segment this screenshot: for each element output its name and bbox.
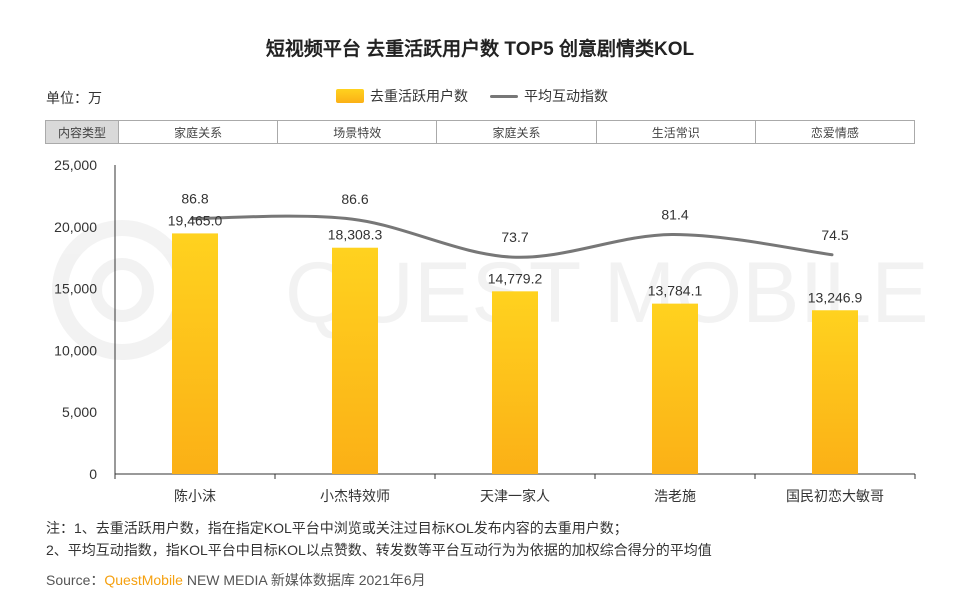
legend-line-swatch: [490, 94, 518, 98]
y-tick-label: 0: [89, 466, 97, 482]
bar: [492, 291, 538, 474]
x-tick-label: 浩老施: [654, 488, 696, 504]
bar: [172, 233, 218, 474]
legend-bar-swatch: [336, 89, 364, 103]
legend-bar-label: 去重活跃用户数: [370, 88, 468, 104]
line-series-path: [190, 214, 834, 259]
content-type-row: 内容类型 家庭关系 场景特效 家庭关系 生活常识 恋爱情感: [45, 120, 915, 144]
x-tick-label: 小杰特效师: [320, 488, 390, 504]
source-brand: QuestMobile: [104, 572, 183, 588]
content-type-header: 内容类型: [46, 121, 119, 143]
interaction-line: [190, 214, 834, 259]
line-value-label: 86.6: [341, 191, 368, 207]
footnote-1: 注：1、去重活跃用户数，指在指定KOL平台中浏览或关注过目标KOL发布内容的去重…: [46, 520, 628, 536]
bar: [332, 247, 378, 474]
content-type-cell: 场景特效: [278, 121, 438, 143]
content-type-cell: 生活常识: [597, 121, 756, 143]
bar-value-label: 13,246.9: [808, 289, 863, 305]
bar-value-label: 14,779.2: [488, 270, 543, 286]
y-tick-label: 20,000: [54, 219, 97, 235]
source-line: Source：QuestMobile NEW MEDIA 新媒体数据库 2021…: [46, 570, 426, 590]
chart-title: 短视频平台 去重活跃用户数 TOP5 创意剧情类KOL: [265, 39, 695, 60]
legend: 去重活跃用户数 平均互动指数: [336, 86, 608, 106]
bar: [652, 303, 698, 474]
bars: [172, 233, 858, 474]
source-suffix: NEW MEDIA 新媒体数据库 2021年6月: [182, 572, 426, 588]
watermark-logo-inner: [90, 258, 154, 322]
bar-value-label: 19,465.0: [168, 212, 223, 228]
x-tick-label: 陈小沫: [174, 488, 216, 504]
content-type-cell: 家庭关系: [437, 121, 597, 143]
x-tick-label: 国民初恋大敏哥: [786, 488, 884, 504]
x-tick-label: 天津一家人: [480, 488, 550, 504]
y-tick-label: 10,000: [54, 342, 97, 358]
bar-value-label: 13,784.1: [648, 283, 703, 299]
bar: [812, 310, 858, 474]
footnote-2: 2、平均互动指数，指KOL平台中目标KOL以点赞数、转发数等平台互动行为为依据的…: [46, 542, 712, 558]
y-tick-label: 15,000: [54, 281, 97, 297]
content-type-cell: 家庭关系: [119, 121, 279, 143]
legend-line-label: 平均互动指数: [524, 88, 608, 104]
data-labels: 19,465.0 18,308.3 14,779.2 13,784.1 13,246.9…: [168, 191, 863, 306]
source-prefix: Source：: [46, 572, 105, 588]
bar-value-label: 18,308.3: [328, 227, 383, 243]
y-tick-label: 25,000: [54, 157, 97, 173]
line-value-label: 81.4: [661, 206, 688, 222]
y-tick-label: 5,000: [62, 404, 97, 420]
line-value-label: 74.5: [821, 227, 848, 243]
line-value-label: 73.7: [501, 229, 528, 245]
unit-label: 单位：万: [46, 90, 102, 106]
line-value-label: 86.8: [181, 191, 208, 207]
content-type-cell: 恋爱情感: [810, 125, 859, 140]
